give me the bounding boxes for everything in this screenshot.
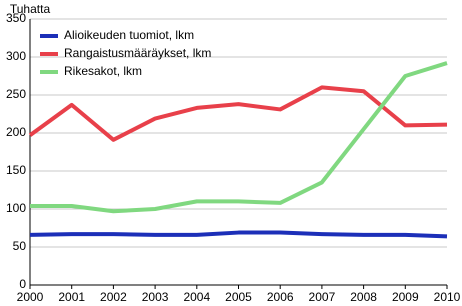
- x-tick-label: 2008: [350, 290, 377, 304]
- y-tick-label: 350: [6, 11, 26, 25]
- x-tick-label: 2007: [309, 290, 336, 304]
- legend-label: Rangaistusmääräykset, lkm: [64, 46, 211, 60]
- legend-label: Rikesakot, lkm: [64, 64, 142, 78]
- y-tick-label: 50: [13, 239, 27, 253]
- y-tick-label: 150: [6, 163, 26, 177]
- legend-label: Alioikeuden tuomiot, lkm: [64, 28, 194, 42]
- x-tick-label: 2009: [392, 290, 419, 304]
- y-tick-label: 0: [19, 277, 26, 291]
- x-tick-label: 2003: [142, 290, 169, 304]
- y-tick-label: 100: [6, 201, 26, 215]
- x-tick-label: 2006: [267, 290, 294, 304]
- x-tick-label: 2000: [17, 290, 44, 304]
- x-tick-label: 2005: [225, 290, 252, 304]
- y-tick-label: 200: [6, 125, 26, 139]
- series-line: [28, 85, 448, 142]
- y-tick-label: 300: [6, 49, 26, 63]
- x-tick-label: 2002: [100, 290, 127, 304]
- x-tick-label: 2004: [183, 290, 210, 304]
- y-axis-label: Tuhatta: [10, 2, 51, 16]
- x-tick-label: 2010: [434, 290, 461, 304]
- series-line: [30, 61, 448, 214]
- x-tick-label: 2001: [58, 290, 85, 304]
- y-tick-label: 250: [6, 87, 26, 101]
- series-line: [29, 230, 448, 239]
